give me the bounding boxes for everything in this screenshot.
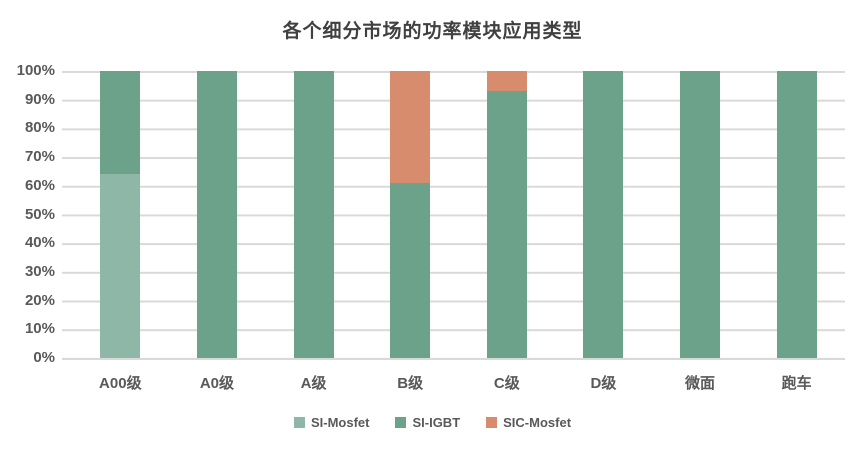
bar-segment-SI-IGBT bbox=[680, 71, 721, 358]
y-tick-label: 60% bbox=[24, 176, 55, 194]
legend-label: SI-IGBT bbox=[412, 414, 461, 430]
y-tick-label: 0% bbox=[33, 349, 55, 366]
x-axis: A00级 A0级 A级 B级 C级 D级 微面 跑车 bbox=[72, 372, 845, 393]
stacked-bar-B级 bbox=[390, 71, 431, 358]
stacked-bar-D级 bbox=[583, 71, 624, 358]
y-tick-label: 80% bbox=[24, 119, 55, 137]
bar-segment-SI-IGBT bbox=[776, 71, 817, 358]
bar-cell bbox=[362, 71, 459, 358]
bar-segment-SI-IGBT bbox=[390, 182, 431, 358]
bars-row bbox=[72, 71, 845, 358]
x-tick-label: C级 bbox=[493, 375, 520, 392]
bar-cell bbox=[265, 71, 362, 358]
x-tick-label: A00级 bbox=[99, 375, 142, 392]
stacked-bar-跑车 bbox=[776, 71, 817, 358]
y-tick-label: 90% bbox=[24, 90, 55, 108]
legend-label: SI-Mosfet bbox=[310, 414, 370, 430]
y-tick-label: 10% bbox=[24, 320, 55, 338]
stacked-bar-微面 bbox=[680, 71, 721, 358]
bar-cell bbox=[652, 71, 749, 358]
y-axis: 100% 90% 80% 70% 60% 50% 40% 30% 20% 10% 0% bbox=[0, 62, 55, 366]
y-tick-label: 30% bbox=[24, 262, 55, 280]
stacked-bar-A00级 bbox=[100, 71, 141, 358]
bar-segment-SI-IGBT bbox=[100, 71, 141, 175]
x-tick-label: A级 bbox=[300, 375, 327, 392]
bar-segment-SI-IGBT bbox=[583, 71, 624, 358]
x-tick-label: 跑车 bbox=[781, 375, 812, 392]
bar-segment-SI-IGBT bbox=[196, 71, 237, 358]
legend-item-SI-IGBT: SI-IGBT bbox=[395, 415, 460, 430]
y-tick-label: 50% bbox=[24, 205, 55, 223]
bar-cell bbox=[748, 71, 845, 358]
stacked-bar-C级 bbox=[486, 71, 527, 358]
x-tick-label: 微面 bbox=[685, 375, 716, 392]
bar-segment-SI-IGBT bbox=[293, 71, 334, 358]
stacked-bar-A0级 bbox=[196, 71, 237, 358]
bar-cell bbox=[459, 71, 556, 358]
legend-label: SIC-Mosfet bbox=[503, 414, 572, 430]
plot-area bbox=[62, 71, 845, 360]
y-tick-label: 40% bbox=[24, 234, 55, 252]
bar-segment-SIC-Mosfet bbox=[486, 71, 527, 92]
bar-cell bbox=[169, 71, 266, 358]
x-tick-label: D级 bbox=[590, 375, 617, 392]
legend-swatch-icon bbox=[293, 416, 305, 428]
bar-cell bbox=[72, 71, 169, 358]
x-tick-label: B级 bbox=[397, 375, 424, 392]
legend-item-SIC-Mosfet: SIC-Mosfet bbox=[486, 415, 571, 430]
legend-item-SI-Mosfet: SI-Mosfet bbox=[293, 414, 370, 430]
legend: SI-Mosfet SI-IGBT SIC-Mosfet bbox=[0, 412, 865, 432]
bar-segment-SI-Mosfet bbox=[100, 174, 141, 358]
stacked-bar-A级 bbox=[293, 71, 334, 358]
bar-segment-SIC-Mosfet bbox=[390, 71, 431, 183]
legend-swatch-icon bbox=[486, 416, 498, 428]
chart-title: 各个细分市场的功率模块应用类型 bbox=[282, 21, 583, 42]
y-tick-label: 70% bbox=[24, 148, 55, 166]
legend-swatch-icon bbox=[395, 416, 407, 428]
y-tick-label: 20% bbox=[24, 291, 55, 309]
bar-cell bbox=[555, 71, 652, 358]
bar-segment-SI-IGBT bbox=[486, 91, 527, 358]
x-tick-label: A0级 bbox=[199, 375, 235, 392]
y-tick-label: 100% bbox=[16, 62, 55, 79]
